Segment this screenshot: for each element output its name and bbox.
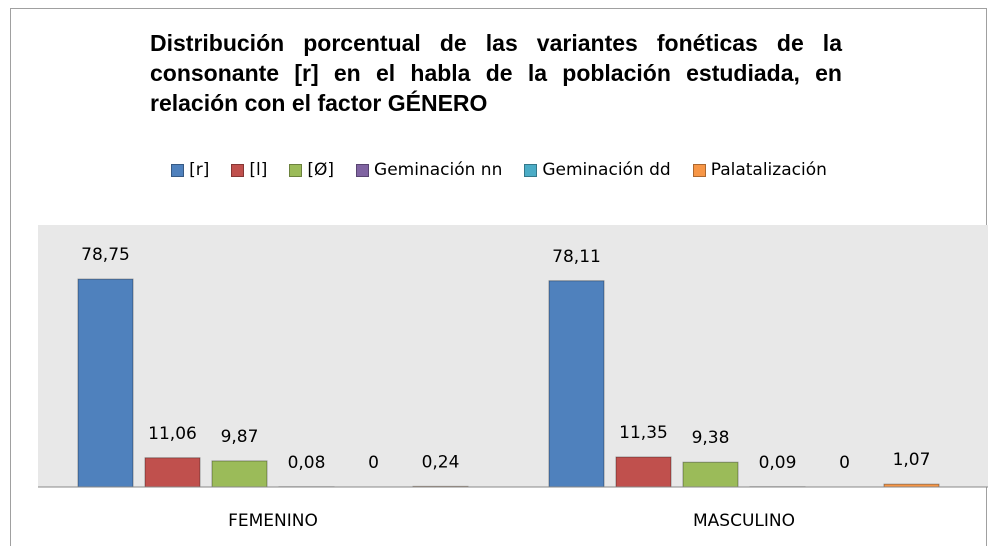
value-label: 0	[839, 453, 850, 473]
legend-label: [r]	[189, 160, 210, 180]
legend-swatch	[231, 163, 245, 177]
legend-item: [l]	[231, 160, 267, 180]
value-label: 0	[368, 453, 379, 473]
bar	[77, 278, 134, 488]
legend-item: Geminación dd	[524, 160, 671, 180]
plot-area	[38, 225, 988, 487]
value-label: 11,06	[148, 424, 197, 444]
value-label: 0,09	[759, 453, 797, 473]
bar	[548, 280, 605, 488]
chart-title: Distribución porcentual de las variantes…	[150, 30, 842, 116]
value-label: 0,08	[288, 453, 326, 473]
bar	[144, 457, 201, 488]
legend: [r] [l] [Ø] Geminación nn Geminación dd Palat…	[0, 160, 998, 180]
legend-item: Palatalización	[692, 160, 827, 180]
legend-label: Palatalización	[710, 160, 827, 180]
value-label: 9,87	[221, 427, 259, 447]
value-label: 11,35	[619, 423, 668, 443]
legend-label: [Ø]	[307, 160, 335, 180]
legend-item: [r]	[171, 160, 209, 180]
bar	[211, 460, 268, 488]
legend-swatch	[356, 163, 370, 177]
legend-swatch	[692, 163, 706, 177]
legend-swatch	[171, 163, 185, 177]
x-tick-label: MASCULINO	[693, 511, 795, 531]
legend-swatch	[289, 163, 303, 177]
legend-label: Geminación nn	[374, 160, 503, 180]
legend-label: Geminación dd	[542, 160, 671, 180]
value-label: 9,38	[692, 428, 730, 448]
bar	[615, 456, 672, 488]
value-label: 78,11	[552, 247, 601, 267]
x-tick-label: FEMENINO	[228, 511, 318, 531]
value-label: 78,75	[81, 245, 130, 265]
legend-label: [l]	[249, 160, 268, 180]
legend-swatch	[524, 163, 538, 177]
value-label: 1,07	[893, 450, 931, 470]
bar	[682, 461, 739, 488]
value-label: 0,24	[422, 452, 460, 472]
legend-item: Geminación nn	[356, 160, 502, 180]
legend-item: [Ø]	[289, 160, 334, 180]
